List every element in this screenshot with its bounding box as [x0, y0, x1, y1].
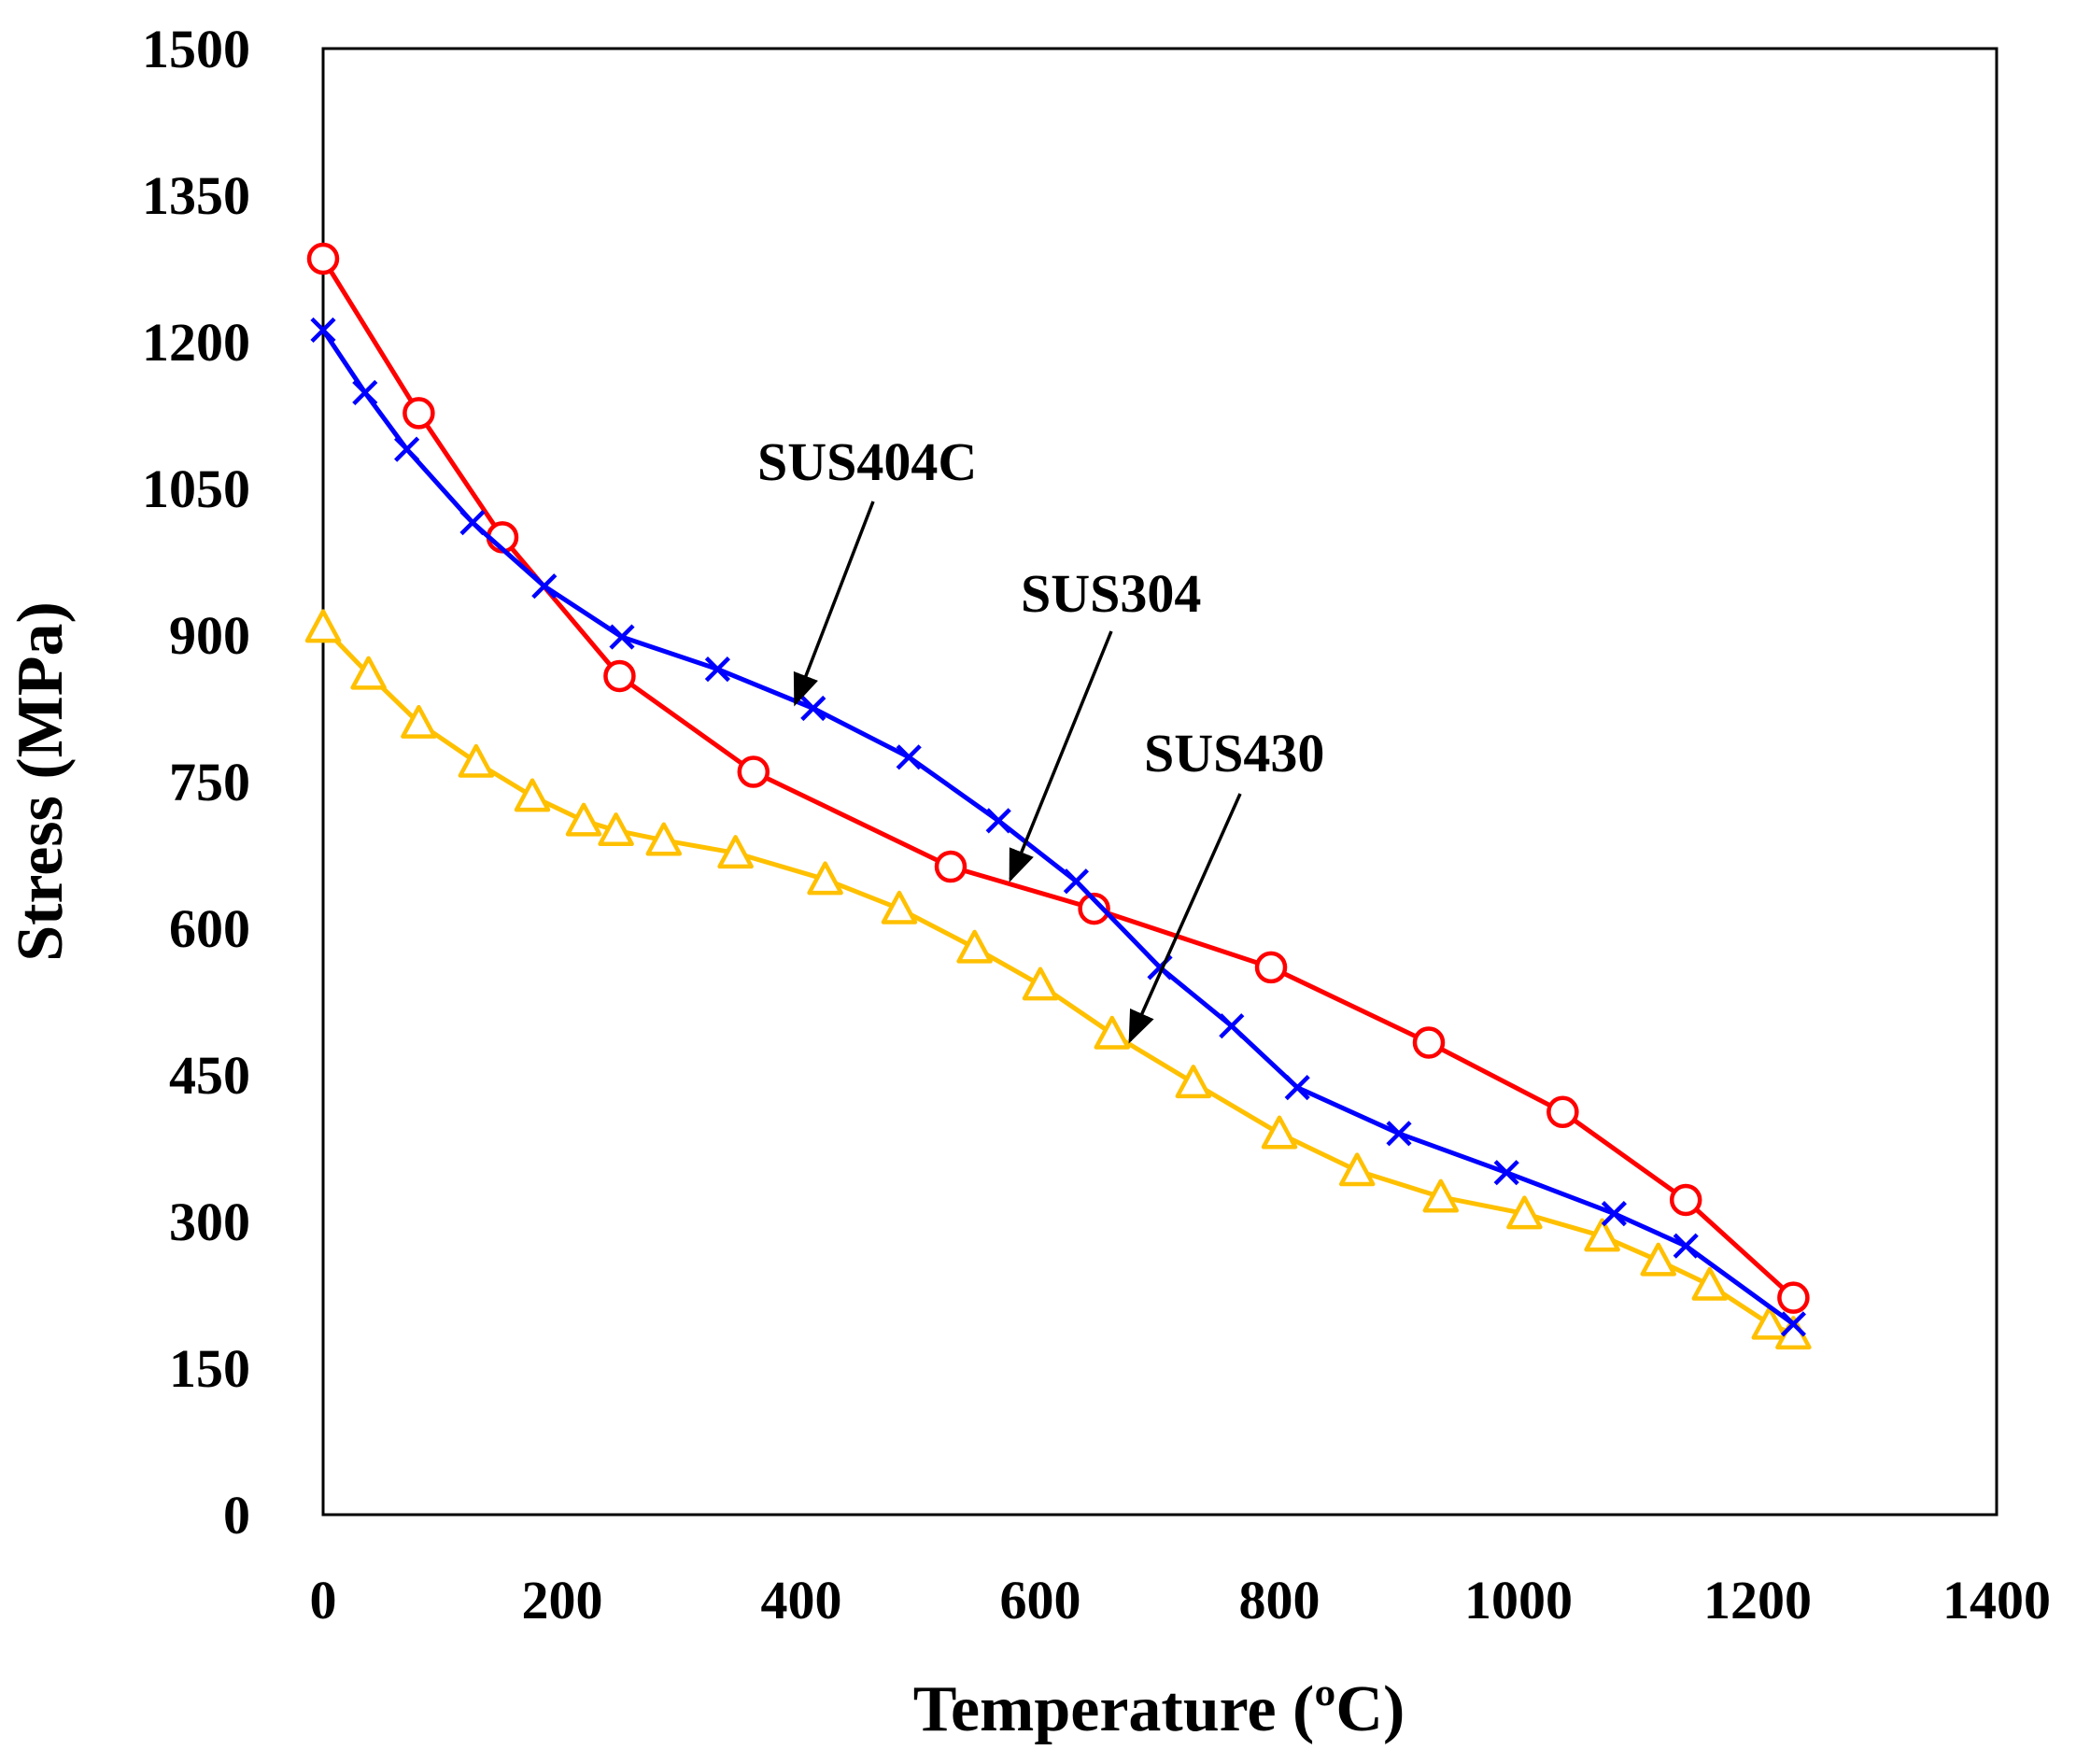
data-point-sus304 — [402, 397, 435, 430]
data-point-sus430 — [881, 890, 918, 924]
annotation-arrow-sus304 — [1009, 630, 1113, 882]
x-axis-tick-labels: 0 200 400 600 800 1000 1200 1400 — [310, 1570, 2052, 1630]
x-tick-label: 600 — [1000, 1570, 1081, 1630]
y-tick-label: 1050 — [142, 459, 250, 519]
data-point-sus430 — [401, 704, 437, 739]
annotation-arrow-sus430 — [1128, 793, 1242, 1044]
data-point-sus404c — [1780, 1311, 1806, 1337]
annotation-arrow-sus404c — [793, 501, 875, 707]
y-tick-label: 300 — [169, 1192, 250, 1252]
data-point-sus304 — [737, 755, 770, 788]
data-point-sus404c — [1601, 1201, 1627, 1227]
data-point-sus430 — [1506, 1195, 1543, 1230]
data-point-sus404c — [609, 624, 635, 650]
y-tick-label: 150 — [169, 1338, 250, 1399]
x-tick-label: 1200 — [1703, 1570, 1812, 1630]
series-annotations: SUS404C SUS304 SUS430 — [757, 431, 1324, 1044]
data-point-sus430 — [1175, 1065, 1212, 1099]
y-tick-label: 450 — [169, 1045, 250, 1106]
data-point-sus404c — [310, 317, 336, 344]
plot-area — [321, 47, 1998, 1517]
data-point-sus404c — [1063, 868, 1089, 895]
data-point-sus404c — [352, 379, 378, 406]
data-point-sus404c — [704, 656, 730, 683]
y-tick-label: 750 — [169, 752, 250, 812]
data-point-sus404c — [896, 744, 922, 770]
data-point-sus304 — [1546, 1095, 1579, 1129]
data-point-sus430 — [1640, 1242, 1677, 1277]
y-tick-label: 600 — [169, 898, 250, 959]
y-tick-label: 1200 — [142, 312, 250, 373]
annotation-label-sus404c: SUS404C — [757, 431, 977, 492]
data-point-sus404c — [531, 573, 558, 600]
y-tick-label: 1500 — [142, 19, 250, 79]
y-tick-label: 1350 — [142, 165, 250, 226]
data-point-sus430 — [645, 822, 683, 856]
data-point-sus404c — [1673, 1233, 1699, 1259]
series-line-sus430 — [321, 625, 1795, 1336]
y-tick-label: 900 — [169, 605, 250, 666]
data-point-sus430 — [807, 861, 843, 896]
series-line-sus304 — [320, 257, 1796, 1300]
data-point-sus430 — [1584, 1218, 1620, 1252]
data-point-sus430 — [598, 812, 634, 847]
data-point-sus430 — [717, 835, 754, 869]
data-point-sus430 — [1022, 967, 1059, 1001]
data-point-sus404c — [1284, 1075, 1310, 1101]
data-point-sus430 — [1422, 1178, 1460, 1213]
annotation-label-sus304: SUS304 — [1021, 563, 1201, 624]
data-point-sus430 — [1338, 1152, 1376, 1187]
data-point-sus404c — [1219, 1013, 1245, 1039]
data-point-sus304 — [1412, 1026, 1446, 1059]
y-axis-title: Stress (MPa) — [5, 601, 77, 962]
data-point-sus404c — [394, 436, 420, 462]
data-point-sus430 — [514, 778, 551, 812]
x-tick-label: 0 — [310, 1570, 337, 1630]
data-point-sus404c — [800, 695, 826, 722]
x-tick-label: 1000 — [1464, 1570, 1573, 1630]
data-point-sus304 — [1078, 892, 1110, 925]
x-axis-title: Temperature (ºC) — [913, 1673, 1405, 1745]
x-tick-label: 200 — [522, 1570, 603, 1630]
data-point-sus304 — [603, 659, 636, 693]
y-axis-tick-labels: 0 150 300 450 600 750 900 1050 1200 1350 1500 — [142, 19, 250, 1545]
data-point-sus430 — [1094, 1015, 1131, 1050]
x-tick-label: 400 — [761, 1570, 842, 1630]
data-point-sus404c — [1386, 1121, 1412, 1147]
data-point-sus304 — [1254, 951, 1288, 984]
data-point-sus430 — [304, 609, 342, 643]
annotation-label-sus430: SUS430 — [1144, 723, 1324, 783]
data-point-sus304 — [1777, 1281, 1810, 1314]
data-series — [304, 242, 1812, 1350]
data-point-sus304 — [306, 242, 340, 275]
data-point-sus430 — [1691, 1266, 1729, 1301]
data-point-sus404c — [1493, 1160, 1519, 1186]
y-tick-label: 0 — [223, 1485, 250, 1545]
data-point-sus304 — [1669, 1183, 1702, 1217]
data-point-sus430 — [458, 743, 495, 778]
data-point-sus404c — [459, 510, 486, 536]
data-point-sus430 — [350, 656, 387, 690]
data-point-sus430 — [1261, 1115, 1298, 1150]
x-tick-label: 1400 — [1942, 1570, 2051, 1630]
data-point-sus404c — [985, 808, 1011, 834]
data-point-sus430 — [565, 802, 602, 837]
x-tick-label: 800 — [1239, 1570, 1320, 1630]
data-point-sus430 — [956, 929, 993, 964]
data-point-sus430 — [1751, 1305, 1788, 1340]
series-line-sus404c — [320, 329, 1795, 1326]
data-point-sus304 — [934, 850, 967, 883]
